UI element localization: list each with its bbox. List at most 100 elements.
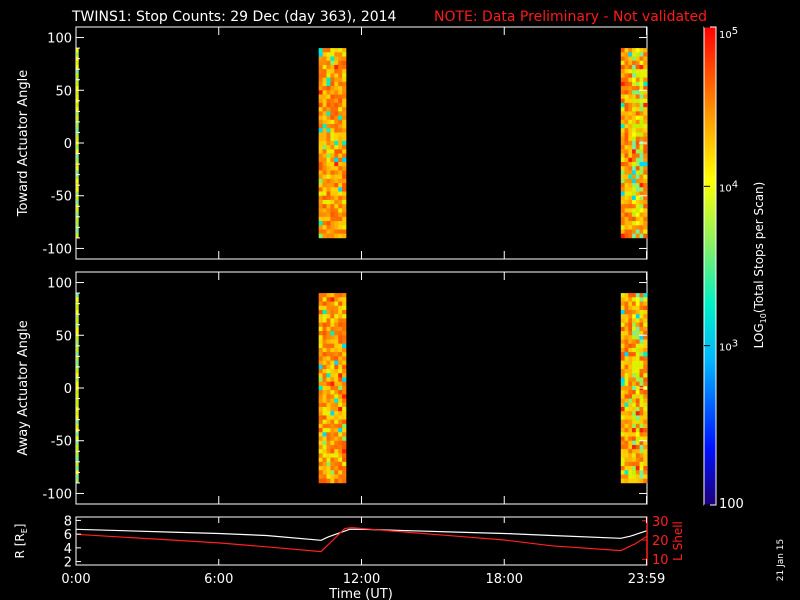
heatmap-cell xyxy=(338,318,343,323)
heatmap-cell xyxy=(342,432,347,437)
heatmap-cell xyxy=(334,119,339,125)
heatmap-cell xyxy=(620,390,625,395)
heatmap-cell xyxy=(628,335,633,340)
heatmap-cell xyxy=(639,229,644,234)
heatmap-cell xyxy=(334,402,339,408)
heatmap-cell xyxy=(639,183,644,188)
heatmap-cell xyxy=(628,318,633,323)
heatmap-cell xyxy=(334,195,339,201)
heatmap-cell xyxy=(334,423,339,429)
heatmap-cell xyxy=(620,64,625,70)
heatmap-cell xyxy=(635,385,640,391)
heatmap-cell xyxy=(334,132,339,137)
heatmap-cell xyxy=(76,394,79,399)
heatmap-cell xyxy=(334,364,339,370)
heatmap-cell xyxy=(318,195,323,201)
heatmap-cell xyxy=(334,145,339,150)
heatmap-cell xyxy=(334,466,339,471)
heatmap-cell xyxy=(322,453,327,458)
heatmap-cell xyxy=(318,398,323,404)
heatmap-cell xyxy=(322,428,327,433)
heatmap-cell xyxy=(635,132,640,137)
heatmap-cell xyxy=(624,373,629,378)
heatmap-cell xyxy=(338,225,343,230)
heatmap-cell xyxy=(643,153,648,159)
heatmap-cell xyxy=(624,432,629,437)
heatmap-cell xyxy=(635,364,640,370)
heatmap-cell xyxy=(639,440,644,446)
heatmap-cell xyxy=(322,335,327,340)
heatmap-cell xyxy=(628,94,633,100)
heatmap-cell xyxy=(326,157,331,163)
heatmap-cell xyxy=(76,170,79,175)
y-tick-label: 100 xyxy=(47,277,72,292)
heatmap-cell xyxy=(76,233,79,239)
heatmap-cell xyxy=(620,466,625,471)
lshell-tick-label: 10 xyxy=(652,553,669,568)
away-panel-frame xyxy=(75,271,648,505)
heatmap-cell xyxy=(76,145,79,150)
r-tick-label: 8 xyxy=(64,514,72,529)
heatmap-cell xyxy=(624,297,629,302)
heatmap-cell xyxy=(624,119,629,125)
heatmap-cell xyxy=(318,199,323,205)
heatmap-cell xyxy=(318,326,323,332)
heatmap-cell xyxy=(338,229,343,234)
heatmap-cell xyxy=(624,81,629,87)
heatmap-cell xyxy=(318,305,323,311)
heatmap-cell xyxy=(318,52,323,57)
heatmap-cell xyxy=(330,178,335,184)
heatmap-cell xyxy=(322,119,327,125)
heatmap-cell xyxy=(624,178,629,184)
away-actuator-panel: 100 50 0 -50 -100 Away Actuator Angle xyxy=(16,271,648,505)
heatmap-cell xyxy=(342,86,347,91)
heatmap-cell xyxy=(635,381,640,387)
heatmap-cell xyxy=(342,331,347,336)
heatmap-cell xyxy=(342,309,347,315)
heatmap-cell xyxy=(334,347,339,353)
heatmap-cell xyxy=(318,364,323,370)
heatmap-cell xyxy=(326,124,331,129)
heatmap-cell xyxy=(76,153,79,159)
heatmap-cell xyxy=(322,60,327,66)
heatmap-cell xyxy=(624,381,629,387)
heatmap-cell xyxy=(639,474,644,479)
heatmap-cell xyxy=(76,305,79,311)
heatmap-cell xyxy=(639,90,644,95)
heatmap-cell xyxy=(342,390,347,395)
y-tick-label: -100 xyxy=(42,487,72,502)
heatmap-cell xyxy=(318,457,323,463)
heatmap-cell xyxy=(318,140,323,146)
heatmap-cell xyxy=(334,52,339,57)
heatmap-cell xyxy=(624,64,629,70)
heatmap-cell xyxy=(628,440,633,446)
heatmap-cell xyxy=(620,174,625,180)
heatmap-cell xyxy=(76,128,79,133)
heatmap-cell xyxy=(639,470,644,475)
heatmap-cell xyxy=(334,474,339,479)
heatmap-cell xyxy=(639,178,644,184)
heatmap-cell xyxy=(643,301,648,307)
heatmap-cell xyxy=(318,191,323,197)
heatmap-cell xyxy=(624,457,629,463)
heatmap-cell xyxy=(635,174,640,180)
heatmap-cell xyxy=(639,428,644,433)
heatmap-cell xyxy=(338,301,343,307)
heatmap-cell xyxy=(620,111,625,116)
heatmap-cell xyxy=(342,318,347,323)
heatmap-cell xyxy=(322,212,327,218)
heatmap-cell xyxy=(639,64,644,70)
heatmap-cell xyxy=(632,195,637,201)
heatmap-cell xyxy=(330,385,335,391)
heatmap-cell xyxy=(342,216,347,222)
heatmap-cell xyxy=(643,52,648,57)
heatmap-cell xyxy=(338,208,343,213)
heatmap-cell xyxy=(643,48,648,53)
heatmap-cell xyxy=(620,128,625,133)
heatmap-cell xyxy=(624,411,629,416)
heatmap-cell xyxy=(322,166,327,171)
heatmap-cell xyxy=(338,191,343,197)
heatmap-cell xyxy=(76,90,79,95)
heatmap-cell xyxy=(643,406,648,412)
heatmap-cell xyxy=(620,233,625,239)
